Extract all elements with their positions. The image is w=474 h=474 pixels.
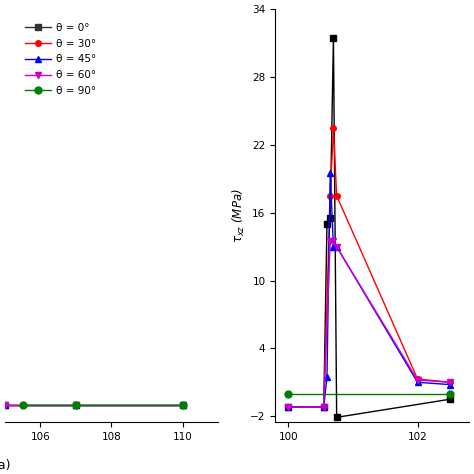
Y-axis label: $\tau_{xz}$ (MPa): $\tau_{xz}$ (MPa) xyxy=(231,188,247,243)
Text: (a): (a) xyxy=(0,459,11,472)
Legend: θ = 0°, θ = 30°, θ = 45°, θ = 60°, θ = 90°: θ = 0°, θ = 30°, θ = 45°, θ = 60°, θ = 9… xyxy=(21,19,100,100)
